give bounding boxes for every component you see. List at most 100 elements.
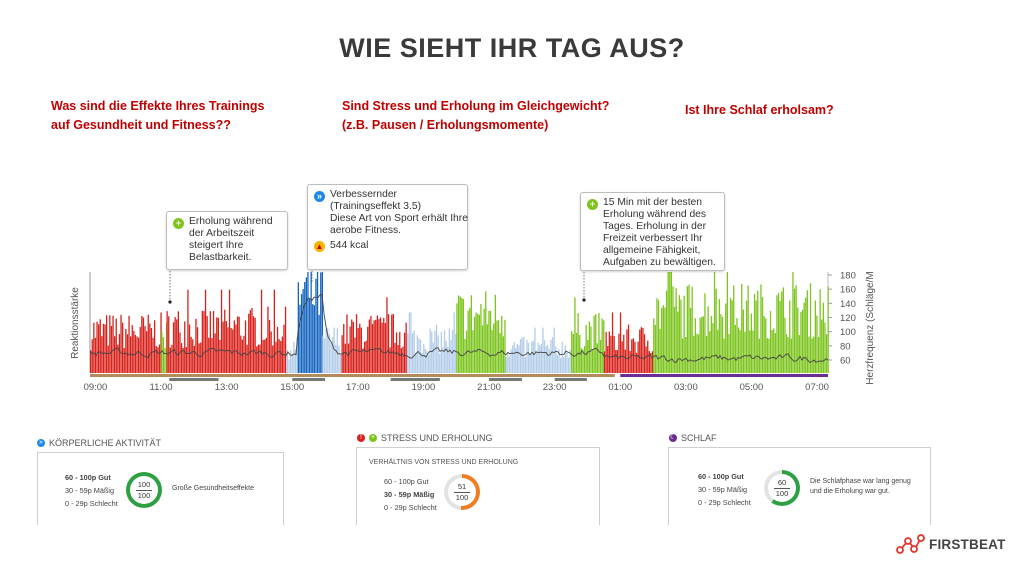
running-icon: » [314,191,325,202]
chart-bar-light [413,330,415,373]
activity-strip [390,378,440,381]
chart-bar-recovery [798,335,800,373]
chart-bar-recovery [739,330,741,373]
question-line: (z.B. Pausen / Erholungsmomente) [342,118,549,132]
chart-bar-recovery [580,348,582,373]
chart-bar-recovery [583,346,586,373]
chart-bar-recovery [457,295,460,373]
chart-bar-recovery [742,309,744,373]
chart-bar-light [445,340,447,373]
chart-bar-stress [177,311,179,373]
activity-strip [169,378,219,381]
chart-bar-recovery [473,316,476,373]
chart-bar-stress [115,318,117,373]
question-stress: Sind Stress und Erholung im Gleichgewich… [342,97,609,135]
panel-heading-label: SCHLAF [681,433,717,443]
legend-moderate: 30 - 59p Mäßig [384,490,435,499]
chart-bar-recovery [669,272,671,373]
chart-bar-light [432,342,434,373]
chart-bar-stress [629,350,631,373]
chart-bar-light [429,328,431,373]
chart-bar-recovery [806,290,808,373]
chart-bar-stress [400,348,402,373]
chart-bar-light [450,339,452,373]
chart-bar-light [335,344,337,373]
chart-bar-recovery [734,325,736,373]
chart-bar-exercise [304,282,306,373]
chart-bar-stress [367,326,369,373]
chart-bar-recovery [765,318,767,373]
chart-bar-recovery [657,300,660,373]
chart-bar-light [558,349,560,373]
chart-bar-recovery [502,336,504,373]
callout-line: Erholung während [189,216,273,227]
chart-bar-recovery [480,303,482,373]
chart-bar-stress [195,318,197,373]
chart-bar-recovery [582,349,584,373]
chart-bar-recovery [694,318,696,373]
chart-bar-exercise [308,298,311,373]
chart-bar-light [527,342,530,373]
chart-bar-recovery [699,317,701,373]
chart-bar-stress [365,340,367,373]
chart-bar-recovery [664,307,666,373]
hr-tick-label: 160 [840,285,856,296]
chart-bar-recovery [588,321,590,373]
chart-bar-stress [168,316,170,373]
chart-bar-stress [624,349,626,373]
callout-anchor [582,298,586,302]
score-value: 60 [777,478,787,487]
chart-bar-light [437,335,439,373]
chart-bar-light [519,339,522,373]
chart-bar-light [566,352,568,373]
chart-bar-stress [93,322,95,373]
chart-bar-recovery [659,328,661,373]
chart-bar-recovery [787,337,789,373]
chart-bar-stress [639,329,641,373]
callout-line: 15 Min mit der besten [603,197,703,208]
running-icon: » [37,439,45,447]
chart-bar-recovery [591,349,594,373]
callout-line: steigert Ihre [189,240,244,251]
hr-tick-label: 140 [840,299,856,310]
chart-bar-light [516,343,518,373]
plus-icon: + [173,218,184,229]
chart-bar-stress [203,311,205,373]
chart-bar-stress [603,351,606,373]
chart-bar-recovery [459,296,461,373]
activity-score-ring: 100 100 [126,472,162,508]
chart-bar-recovery [721,316,724,373]
page-title: WIE SIEHT IHR TAG AUS? [339,33,685,63]
chart-bar-light [418,338,420,373]
chart-bar-stress [142,317,145,373]
chart-bar-light [443,330,446,373]
chart-bar-light [513,342,515,373]
chart-bar-recovery [574,297,576,374]
chart-bar-stress [104,324,106,373]
chart-bar-stress [376,315,378,373]
chart-bar-light [559,358,562,373]
chart-bar-light [539,345,541,373]
chart-bar-recovery [677,311,679,373]
chart-bar-stress [146,331,148,373]
chart-bar-stress [200,342,202,373]
chart-bar-recovery [467,310,469,373]
chart-bar-recovery [497,320,500,373]
chart-bar-stress [118,334,121,373]
chart-bar-recovery [744,331,746,373]
chart-bar-recovery [784,317,786,373]
chart-bar-stress [384,323,386,373]
chart-bar-recovery [673,306,676,373]
chart-bar-stress [206,316,208,373]
chart-bar-recovery [733,285,735,373]
chart-bar-recovery [689,307,692,373]
chart-bar-stress [176,319,178,373]
chart-bar-light [328,334,330,373]
chart-bar-stress [270,331,272,373]
chart-bar-stress [635,352,638,373]
chart-bar-stress [615,350,617,373]
chart-bar-recovery [745,300,748,373]
callout-line: (Trainingseffekt 3.5) [330,201,421,212]
chart-bar-stress [110,325,113,373]
